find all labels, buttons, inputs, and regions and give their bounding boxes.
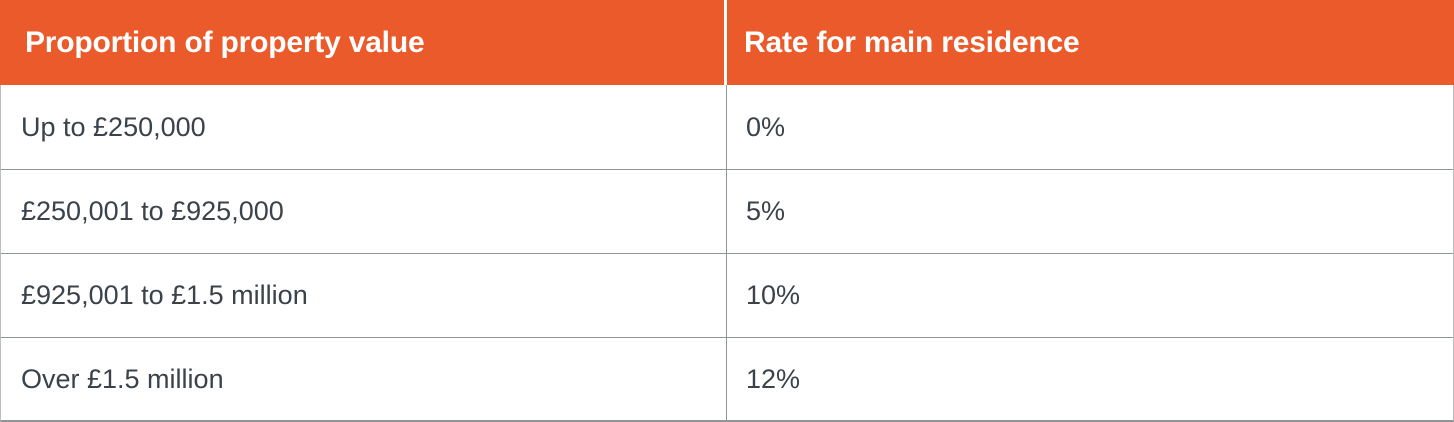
table-row: £250,001 to £925,000 5% — [1, 169, 1453, 253]
proportion-value-cell: £250,001 to £925,000 — [1, 170, 727, 253]
proportion-value-cell: £925,001 to £1.5 million — [1, 254, 727, 337]
table-row: Up to £250,000 0% — [1, 85, 1453, 169]
proportion-value-cell: Over £1.5 million — [1, 338, 727, 421]
rate-value-cell: 12% — [746, 364, 801, 394]
table-row: Over £1.5 million 12% — [1, 337, 1453, 421]
column-header-rate: Rate for main residence — [744, 25, 1080, 59]
table-row: £925,001 to £1.5 million 10% — [1, 253, 1453, 337]
table-body: Up to £250,000 0% £250,001 to £925,000 5… — [0, 85, 1454, 422]
rate-value-cell: 0% — [746, 111, 786, 142]
rate-value-cell: 5% — [746, 196, 786, 226]
table-header-row: Proportion of property value Rate for ma… — [0, 0, 1454, 85]
rate-value-cell: 10% — [746, 280, 801, 310]
column-header-proportion: Proportion of property value — [0, 0, 727, 85]
proportion-value-cell: Up to £250,000 — [1, 85, 727, 169]
